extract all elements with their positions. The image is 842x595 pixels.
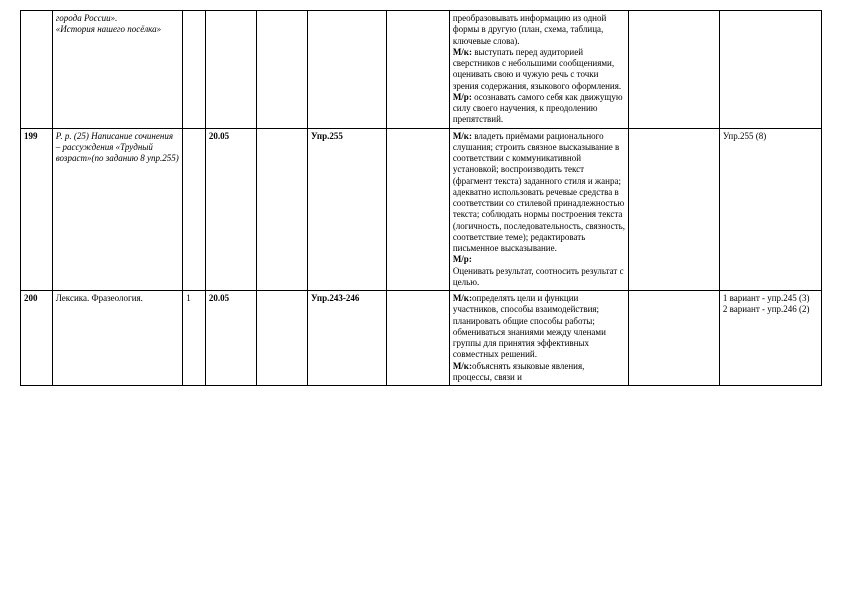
- cell-hours: [183, 128, 206, 291]
- cell-topic: Р. р. (25) Написание сочинения – рассужд…: [52, 128, 182, 291]
- cell-number: 200: [21, 291, 53, 386]
- cell-date: [205, 11, 256, 129]
- cell-results: преобразовывать информацию из одной форм…: [449, 11, 628, 129]
- cell-results: М/к: владеть приёмами рационального слуш…: [449, 128, 628, 291]
- cell-extra1: [387, 291, 449, 386]
- cell-date2: [256, 291, 307, 386]
- cell-extra2: [629, 128, 720, 291]
- cell-extra1: [387, 11, 449, 129]
- cell-topic: Лексика. Фразеология.: [52, 291, 182, 386]
- cell-date: 20.05: [205, 291, 256, 386]
- cell-date: 20.05: [205, 128, 256, 291]
- cell-topic: города России».«История нашего посёлка»: [52, 11, 182, 129]
- cell-homework: 1 вариант - упр.245 (3)2 вариант - упр.2…: [719, 291, 821, 386]
- cell-exercise: [308, 11, 387, 129]
- cell-number: 199: [21, 128, 53, 291]
- cell-hours: [183, 11, 206, 129]
- cell-date2: [256, 11, 307, 129]
- cell-hours: 1: [183, 291, 206, 386]
- table-row: города России».«История нашего посёлка» п…: [21, 11, 822, 129]
- table-row: 200Лексика. Фразеология.120.05 Упр.243-24…: [21, 291, 822, 386]
- cell-exercise: Упр.243-246: [308, 291, 387, 386]
- table-row: 199Р. р. (25) Написание сочинения – расс…: [21, 128, 822, 291]
- cell-homework: [719, 11, 821, 129]
- cell-exercise: Упр.255: [308, 128, 387, 291]
- cell-results: М/к:определять цели и функции участников…: [449, 291, 628, 386]
- cell-homework: Упр.255 (8): [719, 128, 821, 291]
- cell-extra2: [629, 11, 720, 129]
- cell-number: [21, 11, 53, 129]
- cell-extra2: [629, 291, 720, 386]
- cell-extra1: [387, 128, 449, 291]
- cell-date2: [256, 128, 307, 291]
- lesson-plan-table: города России».«История нашего посёлка» п…: [20, 10, 822, 386]
